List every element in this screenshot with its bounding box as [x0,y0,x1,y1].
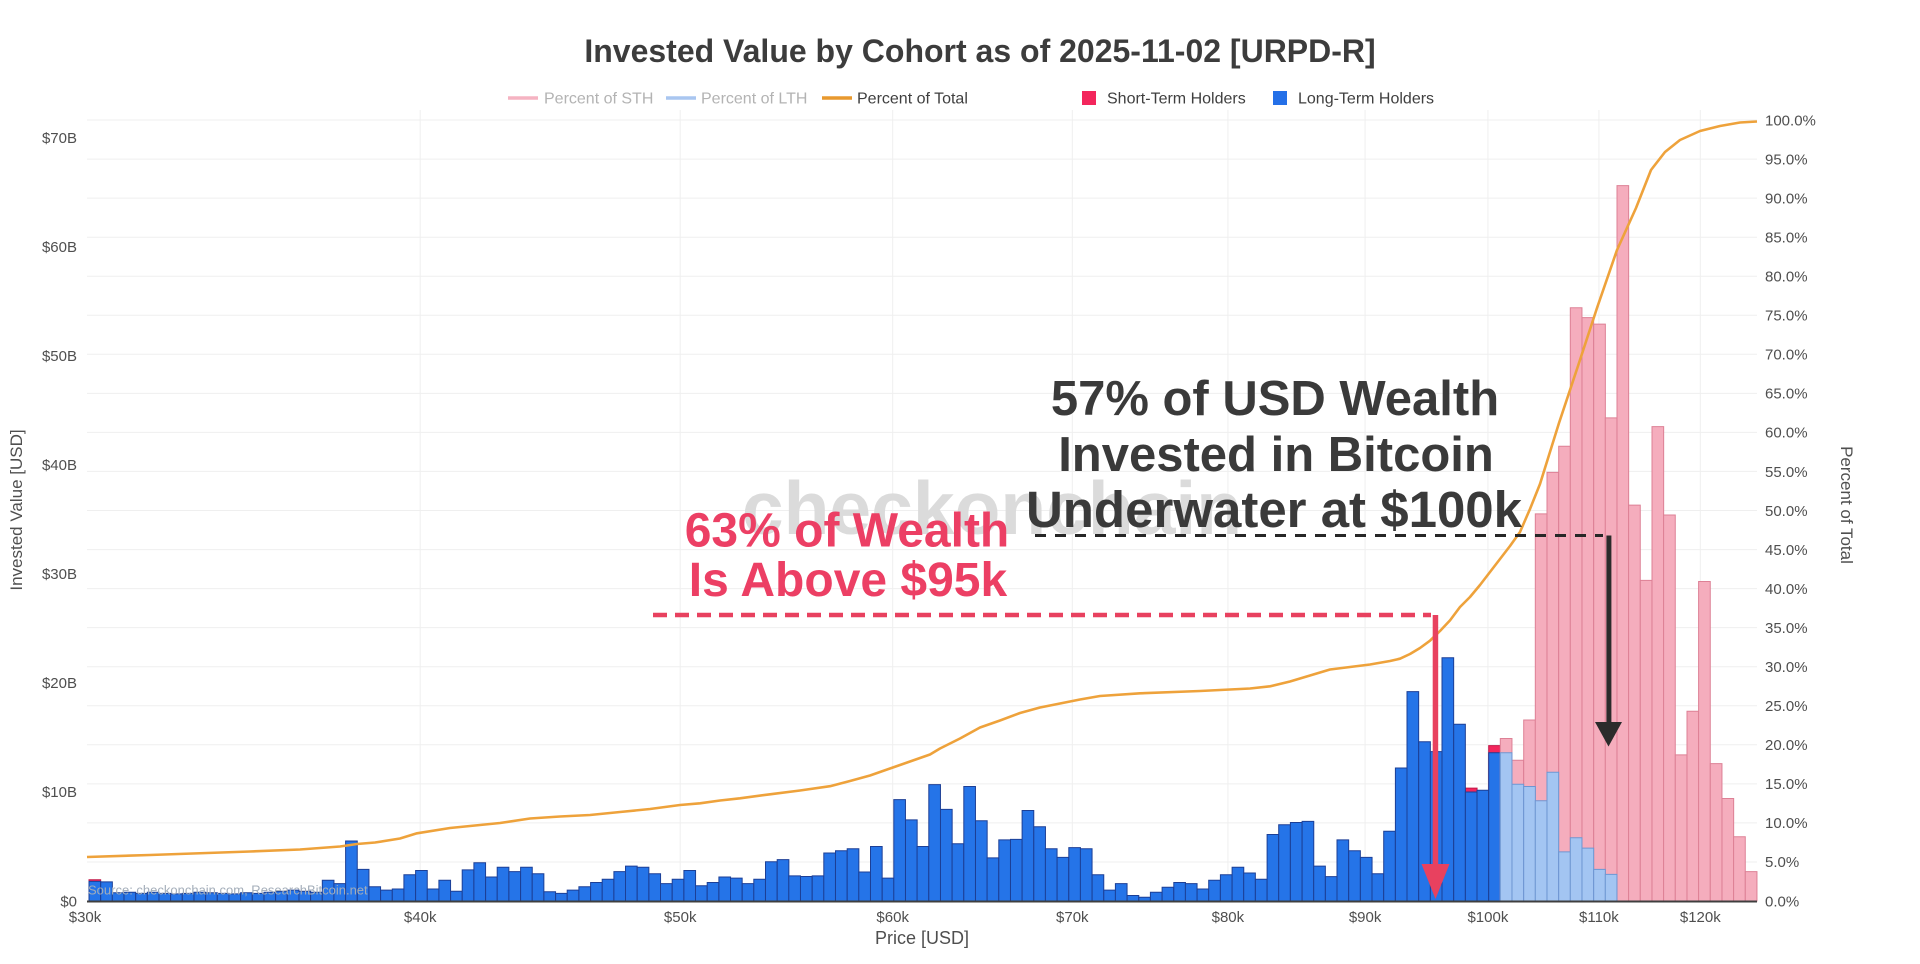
svg-text:$70B: $70B [42,130,77,147]
svg-text:$60B: $60B [42,239,77,256]
svg-text:65.0%: 65.0% [1765,386,1808,403]
svg-text:$50B: $50B [42,348,77,365]
svg-text:Invested Value [USD]: Invested Value [USD] [7,429,26,590]
svg-text:50.0%: 50.0% [1765,503,1808,520]
svg-text:60.0%: 60.0% [1765,425,1808,442]
svg-text:$60k: $60k [876,909,909,926]
svg-text:Percent of Total: Percent of Total [857,91,968,108]
svg-text:100.0%: 100.0% [1765,112,1816,129]
svg-text:Price [USD]: Price [USD] [875,928,969,948]
svg-text:95.0%: 95.0% [1765,151,1808,168]
svg-text:Invested Value by Cohort as of: Invested Value by Cohort as of 2025-11-0… [584,33,1375,69]
svg-text:$120k: $120k [1680,909,1721,926]
svg-text:70.0%: 70.0% [1765,347,1808,364]
svg-text:20.0%: 20.0% [1765,737,1808,754]
svg-text:80.0%: 80.0% [1765,269,1808,286]
svg-text:0.0%: 0.0% [1765,893,1799,910]
svg-text:75.0%: 75.0% [1765,308,1808,325]
svg-text:Short-Term Holders: Short-Term Holders [1107,91,1246,108]
svg-text:30.0%: 30.0% [1765,659,1808,676]
svg-text:40.0%: 40.0% [1765,581,1808,598]
svg-text:$30k: $30k [69,909,102,926]
svg-text:$110k: $110k [1579,909,1619,926]
svg-text:Long-Term Holders: Long-Term Holders [1298,91,1434,108]
svg-text:25.0%: 25.0% [1765,698,1808,715]
svg-text:90.0%: 90.0% [1765,190,1808,207]
svg-text:57% of USD Wealth: 57% of USD Wealth [1051,372,1499,426]
svg-text:$90k: $90k [1349,909,1382,926]
svg-text:63% of Wealth: 63% of Wealth [685,505,1010,558]
svg-text:$0: $0 [60,893,77,910]
svg-text:$20B: $20B [42,675,77,692]
svg-text:Is Above $95k: Is Above $95k [689,554,1008,607]
svg-text:$80k: $80k [1212,909,1245,926]
svg-text:Percent of LTH: Percent of LTH [701,91,807,108]
svg-text:Percent of STH: Percent of STH [544,91,653,108]
svg-text:Underwater at $100k: Underwater at $100k [1026,481,1523,538]
svg-text:85.0%: 85.0% [1765,230,1808,247]
svg-text:Invested in Bitcoin: Invested in Bitcoin [1058,428,1494,482]
svg-text:$100k: $100k [1467,909,1508,926]
svg-text:10.0%: 10.0% [1765,815,1808,832]
svg-text:55.0%: 55.0% [1765,464,1808,481]
svg-text:$30B: $30B [42,566,77,583]
svg-text:$40k: $40k [404,909,437,926]
svg-text:$70k: $70k [1056,909,1089,926]
svg-text:Source: checkonchain.com, Rese: Source: checkonchain.com, ResearchBitcoi… [88,883,368,898]
svg-text:Percent of Total: Percent of Total [1837,446,1856,564]
svg-text:$10B: $10B [42,784,77,801]
svg-text:5.0%: 5.0% [1765,854,1799,871]
svg-text:$40B: $40B [42,457,77,474]
svg-text:$50k: $50k [664,909,697,926]
svg-text:45.0%: 45.0% [1765,542,1808,559]
svg-text:35.0%: 35.0% [1765,620,1808,637]
svg-text:15.0%: 15.0% [1765,776,1808,793]
